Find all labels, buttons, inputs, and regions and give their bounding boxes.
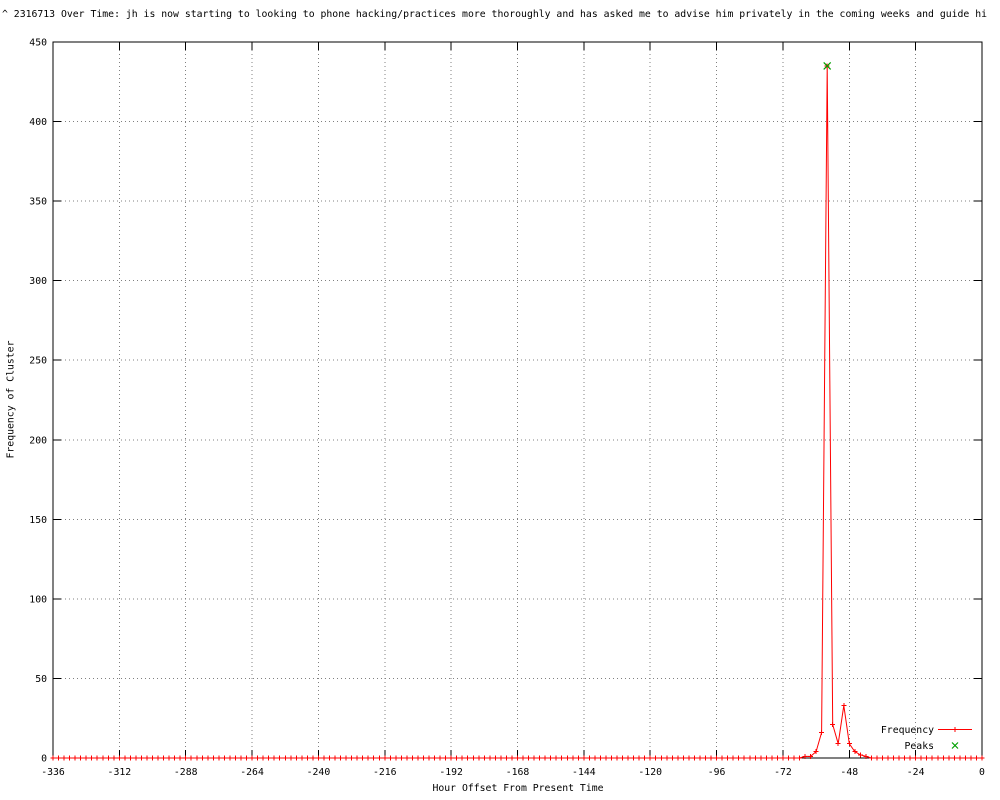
chart-title: ^ 2316713 Over Time: jh is now starting …: [2, 9, 988, 20]
legend-peaks-label: Peaks: [905, 741, 935, 752]
y-tick-label: 50: [35, 674, 47, 685]
x-tick-label: -120: [638, 767, 662, 778]
legend-frequency-marker: [952, 727, 958, 732]
y-tick-labels: 0 50 100 150 200 250 300 350 400 450: [29, 38, 47, 765]
y-tick-label: 350: [29, 197, 47, 208]
x-axis-label: Hour Offset From Present Time: [432, 783, 604, 794]
y-tick-label: 100: [29, 594, 47, 605]
y-tick-label: 250: [29, 356, 47, 367]
y-tick-label: 450: [29, 38, 47, 49]
x-tick-label: 0: [979, 767, 985, 778]
x-tick-label: -336: [41, 767, 65, 778]
x-tick-label: -72: [774, 767, 792, 778]
x-tick-label: -168: [506, 767, 530, 778]
x-tick-label: -288: [174, 767, 198, 778]
x-tick-label: -192: [439, 767, 463, 778]
legend-peaks-marker: [951, 742, 959, 749]
x-tick-label: -24: [907, 767, 925, 778]
y-tick-label: 0: [41, 754, 47, 765]
x-tick-label: -240: [307, 767, 331, 778]
y-tick-label: 300: [29, 276, 47, 287]
x-tick-labels: -336 -312 -288 -264 -240 -216 -192 -168 -144 -120…: [41, 767, 985, 778]
gridlines: [53, 42, 982, 758]
legend-frequency-label: Frequency: [881, 725, 934, 736]
x-tick-label: -312: [108, 767, 132, 778]
y-tick-label: 400: [29, 117, 47, 128]
frequency-plus-markers: [50, 63, 985, 761]
x-tick-label: -96: [708, 767, 726, 778]
y-tick-label: 150: [29, 515, 47, 526]
peak-cross-marker: [823, 61, 832, 70]
y-tick-label: 200: [29, 435, 47, 446]
x-tick-label: -48: [840, 767, 858, 778]
x-tick-label: -144: [572, 767, 596, 778]
x-tick-label: -216: [373, 767, 397, 778]
x-tick-label: -264: [240, 767, 264, 778]
legend: Frequency Peaks: [881, 725, 972, 752]
